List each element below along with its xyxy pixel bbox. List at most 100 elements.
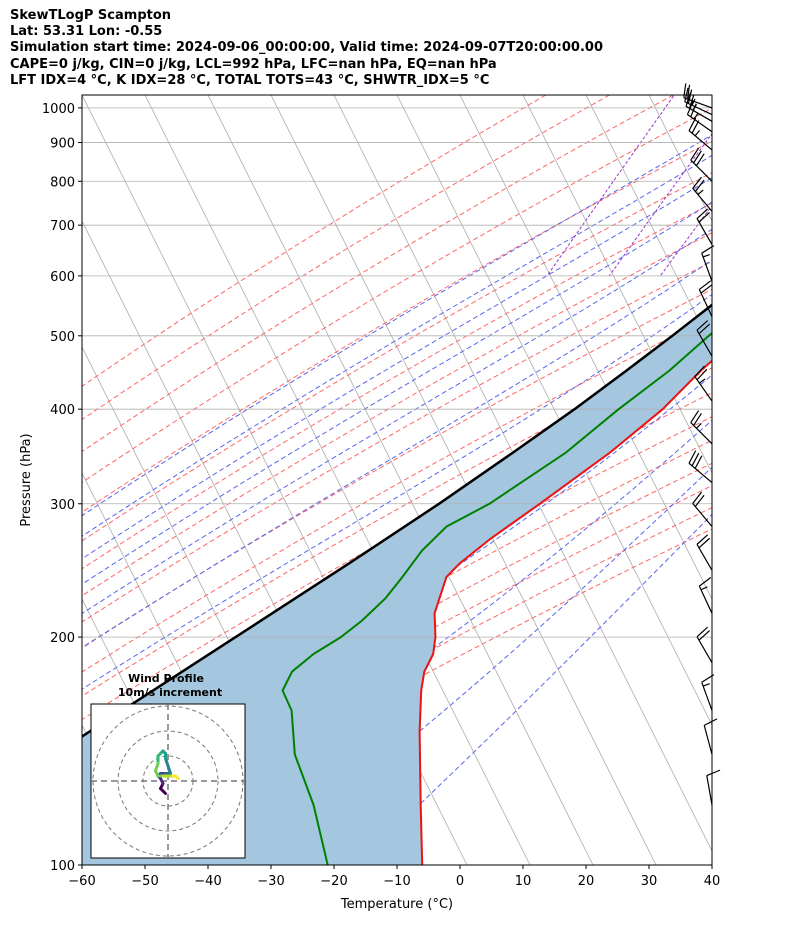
y-tick-label: 1000	[42, 102, 75, 117]
moist-adiabat-line	[354, 513, 712, 865]
wind-barb-flag	[691, 120, 700, 134]
wind-barb	[701, 245, 715, 282]
isotherm-line	[648, 95, 712, 222]
isotherm-line	[144, 95, 531, 865]
wind-barb-flag	[696, 534, 709, 545]
cape-line: CAPE=0 j/kg, CIN=0 j/kg, LCL=992 hPa, LF…	[10, 56, 497, 72]
wind-barb	[690, 410, 713, 445]
isotherm-line	[459, 95, 712, 600]
wind-barb-flag	[686, 101, 694, 115]
wind-barb	[690, 147, 713, 182]
wind-barb	[692, 491, 713, 527]
wind-barb-flag	[706, 769, 721, 777]
wind-barb-half-flag	[697, 189, 704, 195]
y-tick-label: 700	[50, 219, 75, 234]
dry-adiabat-line	[82, 506, 712, 849]
wind-barb	[703, 718, 718, 755]
time-line: Simulation start time: 2024-09-06_00:00:…	[10, 40, 603, 56]
wind-barb-half-flag	[700, 586, 708, 591]
wind-barb-flag	[692, 176, 702, 189]
wind-barb-shaft	[690, 422, 713, 445]
inset-subtitle: 10m/s increment	[118, 686, 222, 699]
x-axis: −60 −50 −40 −30 −20 −10 0 10 20 30 40	[68, 865, 720, 889]
isotherm-line	[82, 850, 90, 865]
wind-barb-shaft	[696, 329, 713, 357]
wind-barb-flag	[688, 450, 697, 464]
wind-barb-flag	[690, 410, 700, 423]
profile-layer	[82, 303, 712, 865]
location-line: Lat: 53.31 Lon: -0.55	[10, 24, 163, 40]
wind-barb-flag	[688, 94, 695, 109]
wind-barb-flag	[683, 83, 687, 98]
y-tick-label: 200	[50, 631, 75, 646]
moist-adiabat-line	[82, 177, 712, 560]
wind-barb-half-flag	[691, 98, 696, 106]
index-line: LFT IDX=4 °C, K IDX=28 °C, TOTAL TOTS=43…	[10, 72, 490, 88]
dry-adiabat-line	[82, 315, 712, 673]
wind-barb-flag	[690, 147, 700, 161]
dry-adiabat-line	[82, 367, 712, 721]
moist-adiabat-line	[82, 154, 712, 537]
wind-barb	[706, 769, 721, 806]
mixing-ratio-line	[546, 95, 675, 277]
dry-adiabat-line	[82, 95, 674, 453]
wind-barb-flag	[701, 674, 715, 683]
wind-barb-shaft	[698, 289, 713, 317]
isotherm-line	[207, 95, 594, 865]
y-axis: 1000 900 800 700 600 500 400 300 200 100	[42, 102, 82, 874]
wind-barb-half-flag	[694, 130, 701, 137]
wind-barb-flag	[690, 103, 697, 118]
wind-barb-flag	[703, 718, 718, 726]
wind-barb-shaft	[696, 218, 713, 245]
wind-barb-flag	[698, 211, 711, 223]
wind-barb-half-flag	[702, 683, 710, 687]
moist-adiabat-line	[82, 201, 712, 585]
wind-barb-flag	[684, 87, 689, 102]
dry-adiabat-line	[82, 95, 610, 421]
mixing-ratio-line	[659, 204, 712, 277]
wind-barb	[684, 87, 713, 116]
wind-barb-flag	[688, 117, 697, 131]
wind-barb	[698, 577, 713, 614]
wind-barbs	[683, 83, 721, 806]
wind-barb	[688, 117, 713, 151]
wind-barb-shaft	[684, 101, 713, 116]
x-tick-label: 0	[456, 874, 464, 889]
y-tick-label: 500	[50, 330, 75, 345]
wind-barb-shaft	[696, 636, 713, 664]
wind-barb-shaft	[701, 682, 713, 711]
dry-adiabat-line	[82, 485, 712, 829]
wind-barb	[696, 534, 713, 571]
dry-adiabat-line	[82, 202, 712, 570]
wind-barb-flag	[685, 92, 691, 107]
wind-barb-shaft	[706, 775, 713, 806]
x-tick-label: 10	[515, 874, 532, 889]
wind-barb-shaft	[688, 462, 713, 484]
moist-adiabat-line	[82, 134, 712, 517]
wind-barb-flag	[696, 368, 708, 381]
wind-barb-flag	[687, 89, 693, 104]
wind-barb	[696, 208, 713, 245]
wind-barb-half-flag	[699, 378, 706, 384]
wind-barb-shaft	[687, 114, 713, 133]
wind-barb-shaft	[703, 725, 713, 755]
wind-barb-flag	[692, 491, 702, 504]
wind-barb-flag	[698, 630, 711, 641]
wind-barb-half-flag	[696, 422, 702, 429]
wind-barb-flag	[698, 323, 711, 335]
hodograph-inset: Wind Profile 10m/s increment	[90, 672, 246, 859]
y-tick-label: 100	[50, 859, 75, 874]
x-tick-label: −60	[68, 874, 95, 889]
wind-barb	[692, 176, 713, 212]
isotherm-line	[522, 95, 712, 474]
y-tick-label: 300	[50, 498, 75, 513]
wind-barb-flag	[698, 280, 712, 290]
wind-barb	[688, 450, 713, 484]
dry-adiabat-line	[82, 107, 712, 483]
dry-adiabat-line	[82, 439, 712, 787]
wind-barb-flag	[696, 320, 709, 331]
wind-barb-flag	[696, 208, 709, 219]
pressure-grid	[82, 107, 712, 865]
wind-barb-shaft	[698, 585, 713, 614]
